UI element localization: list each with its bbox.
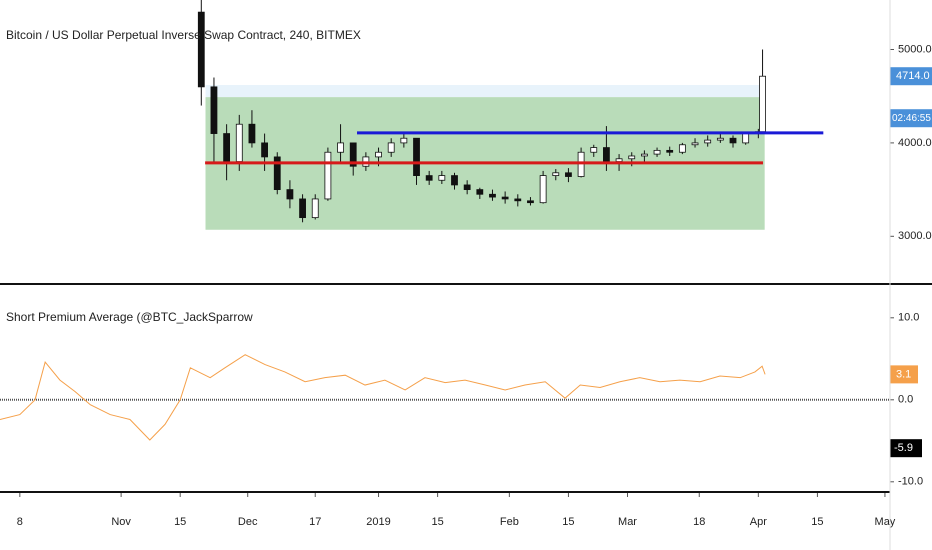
candle-body: [716, 137, 724, 141]
candle-body: [299, 198, 306, 219]
candle-body: [666, 149, 674, 153]
x-tick-label: Apr: [750, 516, 767, 528]
candle-body: [476, 189, 484, 195]
price-title: Bitcoin / US Dollar Perpetual Inverse Sw…: [6, 28, 361, 42]
last-value-box: [890, 365, 918, 384]
candle-body: [210, 86, 218, 134]
marker-box: [890, 439, 922, 458]
candle-body: [590, 147, 598, 153]
x-tick-label: Nov: [111, 516, 131, 528]
marker-label: -5.9: [894, 442, 913, 454]
candle-body: [413, 137, 420, 176]
candle-body: [197, 11, 205, 88]
candle-body: [349, 142, 357, 167]
y-tick-label: 3000.0: [898, 230, 932, 242]
candle-body: [565, 172, 572, 177]
y-tick-label: 10.0: [898, 312, 919, 324]
candle-body: [248, 123, 256, 144]
countdown: 02:46:55: [892, 113, 931, 124]
candle-body: [527, 200, 534, 204]
candle-body: [387, 142, 395, 153]
candle-body: [603, 147, 610, 162]
indicator-title: Short Premium Average (@BTC_JackSparrow: [6, 310, 253, 324]
candle-body: [704, 139, 712, 144]
x-tick-label: 15: [811, 516, 823, 528]
last-value-label: 3.1: [896, 368, 911, 380]
candle-body: [400, 137, 408, 144]
candle-body: [729, 137, 737, 144]
x-tick-label: Feb: [500, 516, 519, 528]
candle-body: [311, 198, 319, 219]
candle-body: [759, 75, 766, 133]
candle-body: [514, 198, 522, 202]
candle-body: [337, 142, 344, 153]
countdown-box: [890, 109, 932, 128]
y-tick-label: 4000.0: [898, 137, 932, 149]
candle-body: [235, 123, 243, 162]
x-tick-label: 8: [17, 516, 23, 528]
y-tick-label: 0.0: [898, 394, 913, 406]
x-tick-label: 2019: [366, 516, 390, 528]
candle-body: [539, 175, 547, 204]
candle-body: [742, 133, 750, 144]
candle-body: [375, 151, 382, 158]
x-tick-label: 15: [431, 516, 443, 528]
x-tick-label: 17: [309, 516, 321, 528]
candle-body: [273, 156, 281, 191]
x-tick-label: Dec: [238, 516, 258, 528]
x-tick-label: 18: [693, 516, 705, 528]
price-label: 4714.0: [896, 70, 930, 82]
y-tick-label: 5000.0: [898, 43, 932, 55]
upper-band: [205, 84, 765, 98]
candle-body: [261, 142, 268, 158]
candle-body: [501, 196, 509, 200]
indicator-line: [0, 354, 766, 441]
candle-body: [552, 172, 560, 176]
candle-body: [324, 151, 332, 200]
candle-body: [628, 155, 636, 160]
candle-body: [678, 144, 686, 153]
candle-body: [438, 175, 446, 181]
x-tick-label: 15: [562, 516, 574, 528]
price-label-box: [890, 67, 932, 86]
candle-body: [640, 153, 648, 157]
candle-body: [451, 175, 458, 186]
candle-body: [223, 133, 231, 162]
candle-body: [425, 175, 433, 181]
x-tick-label: May: [875, 516, 896, 528]
candle-body: [463, 184, 471, 191]
candle-body: [286, 189, 294, 200]
x-tick-label: Mar: [618, 516, 637, 528]
candle-body: [615, 158, 623, 162]
candle-body: [691, 142, 699, 146]
y-tick-label: -10.0: [898, 476, 923, 488]
candle-body: [653, 149, 661, 155]
x-tick-label: 15: [174, 516, 186, 528]
candle-body: [489, 193, 496, 198]
